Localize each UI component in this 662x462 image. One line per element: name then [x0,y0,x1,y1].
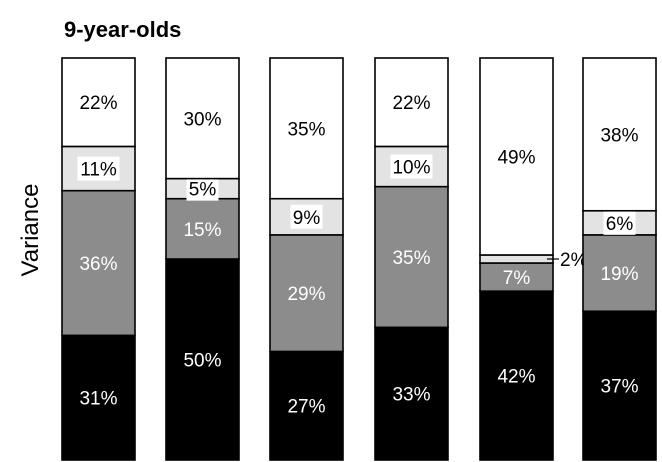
segment-label-bottom-2: 50% [183,351,221,372]
bar-segment-middle-6 [582,234,657,313]
chart-title: 9-year-olds [64,17,181,42]
segment-label-middle-2: 15% [183,220,221,241]
bar-segment-bottom-6 [582,310,657,461]
y-axis-label: Variance [17,184,44,277]
segment-label-bottom-4: 33% [392,385,430,406]
bar-segment-bottom-2 [165,258,240,461]
bar-segment-top-5 [479,57,554,256]
segment-label-top-1: 22% [79,93,117,114]
segment-label-light-5: 2% [560,250,588,271]
bar-segment-middle-1 [61,189,136,337]
segment-label-top-5: 49% [497,147,535,168]
segment-label-middle-5: 7% [503,268,531,289]
segment-label-light-3: 9% [293,208,321,229]
segment-label-middle-4: 35% [392,248,430,269]
segment-label-light-1: 11% [80,160,117,181]
bar-segment-top-4 [374,57,449,148]
segment-label-top-2: 30% [183,109,221,130]
segment-label-box-4 [390,154,433,179]
segment-label-middle-1: 36% [79,254,117,275]
segment-label-light-6: 6% [606,214,634,235]
bar-segment-bottom-4 [374,326,449,461]
segment-label-top-3: 35% [287,119,325,140]
segment-label-top-6: 38% [600,125,638,146]
segment-label-light-2: 5% [189,180,217,201]
bar-segment-top-2 [165,57,240,180]
bar-segment-middle-2 [165,197,240,260]
segment-label-box-2 [186,176,219,201]
bar-segment-bottom-3 [269,350,344,461]
segment-label-box-1 [77,156,120,181]
segment-label-bottom-3: 27% [287,397,325,418]
segment-label-top-4: 22% [392,93,430,114]
bar-segment-top-3 [269,57,344,200]
bar-segment-bottom-1 [61,334,136,461]
bar-segment-light-5 [479,254,554,264]
bar-segment-top-1 [61,57,136,148]
segment-label-box-6 [603,210,636,235]
bar-segment-bottom-5 [479,290,554,461]
segment-label-light-4: 10% [392,158,430,179]
bars-group: 31% 36% 11% 22% 50% 15% 5% 30% 27% 29% 9% 35% 33% 35%… [61,57,657,461]
segment-label-middle-3: 29% [287,284,325,305]
segment-label-bottom-5: 42% [497,367,535,388]
segment-label-bottom-6: 37% [600,377,638,398]
segment-label-bottom-1: 31% [79,389,117,410]
bar-segment-middle-3 [269,234,344,353]
segment-label-box-3 [290,204,323,229]
segment-label-middle-6: 19% [600,264,638,285]
bar-segment-middle-4 [374,185,449,329]
bar-segment-top-6 [582,57,657,212]
